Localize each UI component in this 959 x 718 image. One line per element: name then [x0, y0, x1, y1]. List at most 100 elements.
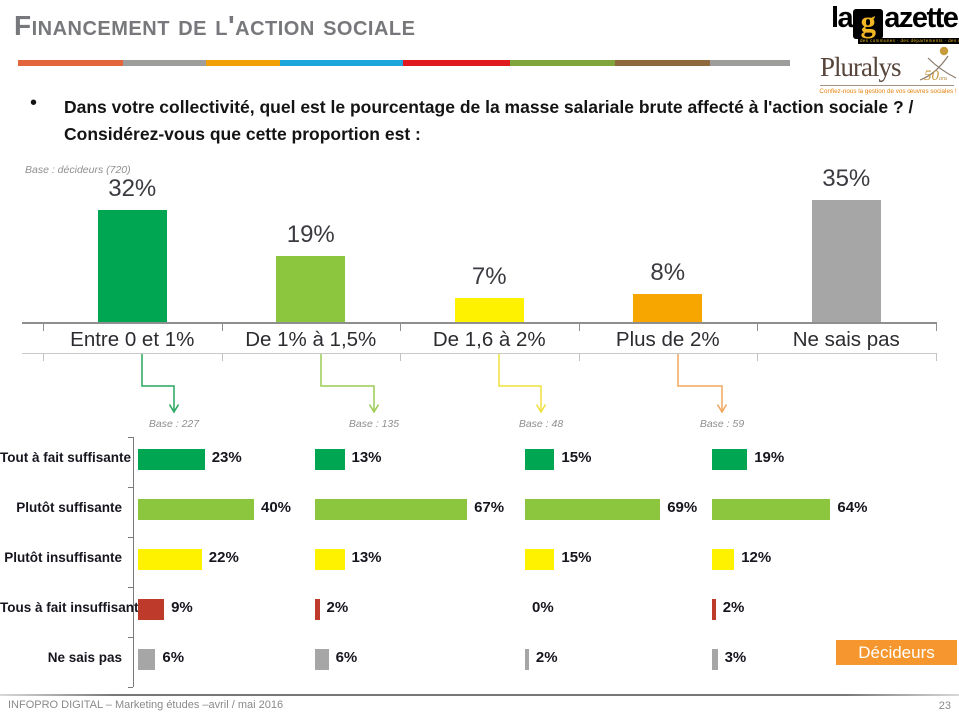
column-bar-value: 7%: [471, 262, 507, 290]
h-bar: [712, 648, 718, 670]
h-bar-value: 67%: [474, 499, 505, 516]
h-bar-value: 64%: [837, 499, 868, 516]
pluralys-tagline: Confiez-nous la gestion de vos œuvres so…: [819, 88, 957, 95]
gazette-logo: la g azette des communes · des département…: [831, 2, 959, 44]
divider-segment: [18, 60, 123, 66]
column-base-label: Base : 59: [699, 418, 745, 430]
pluralys-rule: [820, 85, 954, 86]
h-bar-value: 2%: [326, 599, 349, 616]
column-bar-value: 19%: [286, 220, 335, 248]
connector-line: [141, 354, 175, 410]
x-axis-tick: [43, 322, 44, 331]
divider-segment: [280, 60, 403, 66]
h-bar: [712, 598, 716, 620]
column-bar: [454, 297, 524, 322]
divider-segment: [403, 60, 510, 66]
h-bar-value: 23%: [211, 449, 242, 466]
divider-segment: [206, 60, 280, 66]
pluralys-name: Pluralys: [820, 52, 902, 82]
column-bar: [811, 199, 881, 322]
h-bar: [315, 598, 320, 620]
connector-arrowhead-icon: [368, 404, 380, 414]
h-bar: [138, 548, 202, 570]
bottom-chart-axis-tick: [128, 437, 133, 439]
x-axis-category-label: Plus de 2%: [615, 328, 720, 351]
x-axis-category-label: De 1,6 à 2%: [432, 328, 546, 351]
h-bar-value: 22%: [208, 549, 239, 566]
gazette-la: la: [831, 2, 854, 34]
x-axis-category-label: Entre 0 et 1%: [70, 328, 195, 351]
divider-segment: [510, 60, 615, 66]
h-bar-value: 13%: [351, 549, 382, 566]
column-bar: [97, 210, 167, 322]
connector-line: [320, 354, 375, 410]
row-label: Plutôt insuffisante: [4, 550, 122, 565]
connector-arrowhead-icon: [535, 404, 547, 414]
h-bar: [712, 448, 748, 470]
h-bar: [138, 598, 165, 620]
connector-line: [498, 354, 542, 410]
connector-line: [677, 354, 723, 410]
x-axis-tick: [578, 322, 580, 331]
x-axis-category-label: De 1% à 1,5%: [245, 328, 377, 351]
category-band-line: [22, 353, 937, 354]
h-bar: [138, 648, 156, 670]
h-bar-value: 15%: [561, 549, 592, 566]
gazette-rest: azette: [884, 2, 959, 34]
h-bar: [712, 548, 735, 570]
connector-arrowhead-icon: [168, 404, 180, 414]
header-divider: [18, 60, 790, 66]
bottom-chart-axis-tick: [128, 687, 133, 689]
h-bar-value: 13%: [351, 449, 382, 466]
connector-arrows: [141, 354, 728, 414]
h-bar: [138, 498, 254, 520]
h-bar-value: 0%: [532, 599, 554, 616]
row-label: Tous à fait insuffisante: [0, 600, 147, 615]
divider-segment: [123, 60, 206, 66]
h-bar-value: 3%: [724, 649, 747, 666]
h-bar: [525, 548, 555, 570]
x-axis-tick: [935, 322, 937, 331]
bottom-chart-axis-tick: [128, 487, 133, 489]
footer-rule: [0, 694, 959, 696]
page-title: Financement de l'action sociale: [14, 10, 416, 41]
column-bar: [633, 294, 703, 322]
column-base-label: Base : 135: [348, 418, 400, 430]
x-axis-tick: [400, 322, 401, 331]
h-bar-value: 12%: [741, 549, 772, 566]
h-bar-value: 9%: [171, 599, 193, 616]
h-bar-value: 2%: [535, 649, 558, 666]
h-bar: [315, 448, 345, 470]
pluralys-figure-icon: [919, 46, 957, 81]
bottom-chart-axis-tick: [128, 537, 133, 539]
h-bar-value: 15%: [561, 449, 592, 466]
decideurs-badge: Décideurs: [836, 640, 957, 665]
h-bar: [315, 648, 329, 670]
h-bar: [138, 448, 205, 470]
category-band-tick: [400, 353, 401, 361]
connector-arrowhead-icon: [716, 404, 728, 414]
x-axis-tick: [757, 322, 758, 331]
page-number: 23: [938, 700, 951, 712]
bottom-chart-axis-tick: [128, 587, 133, 589]
h-bar-value: 69%: [667, 499, 698, 516]
footer-text: INFOPRO DIGITAL – Marketing études –avri…: [8, 699, 284, 711]
divider-segment: [710, 60, 790, 66]
divider-segment: [615, 60, 710, 66]
column-base-label: Base : 227: [148, 418, 200, 430]
gazette-g-icon: g: [853, 6, 884, 39]
h-bar: [315, 498, 468, 520]
question-text: Dans votre collectivité, quel est le pou…: [64, 97, 914, 145]
h-bar: [525, 448, 555, 470]
category-band-tick: [578, 353, 580, 361]
row-label: Tout à fait suffisante: [0, 450, 132, 465]
category-band-tick: [757, 353, 758, 361]
column-bar-value: 8%: [650, 259, 686, 286]
row-label: Ne sais pas: [47, 650, 122, 665]
column-base-label: Base : 48: [518, 418, 564, 430]
h-bar-value: 2%: [722, 599, 745, 616]
category-band-tick: [43, 353, 44, 361]
row-label: Plutôt suffisante: [16, 500, 122, 515]
column-bar: [276, 255, 346, 322]
h-bar-value: 6%: [162, 649, 185, 666]
